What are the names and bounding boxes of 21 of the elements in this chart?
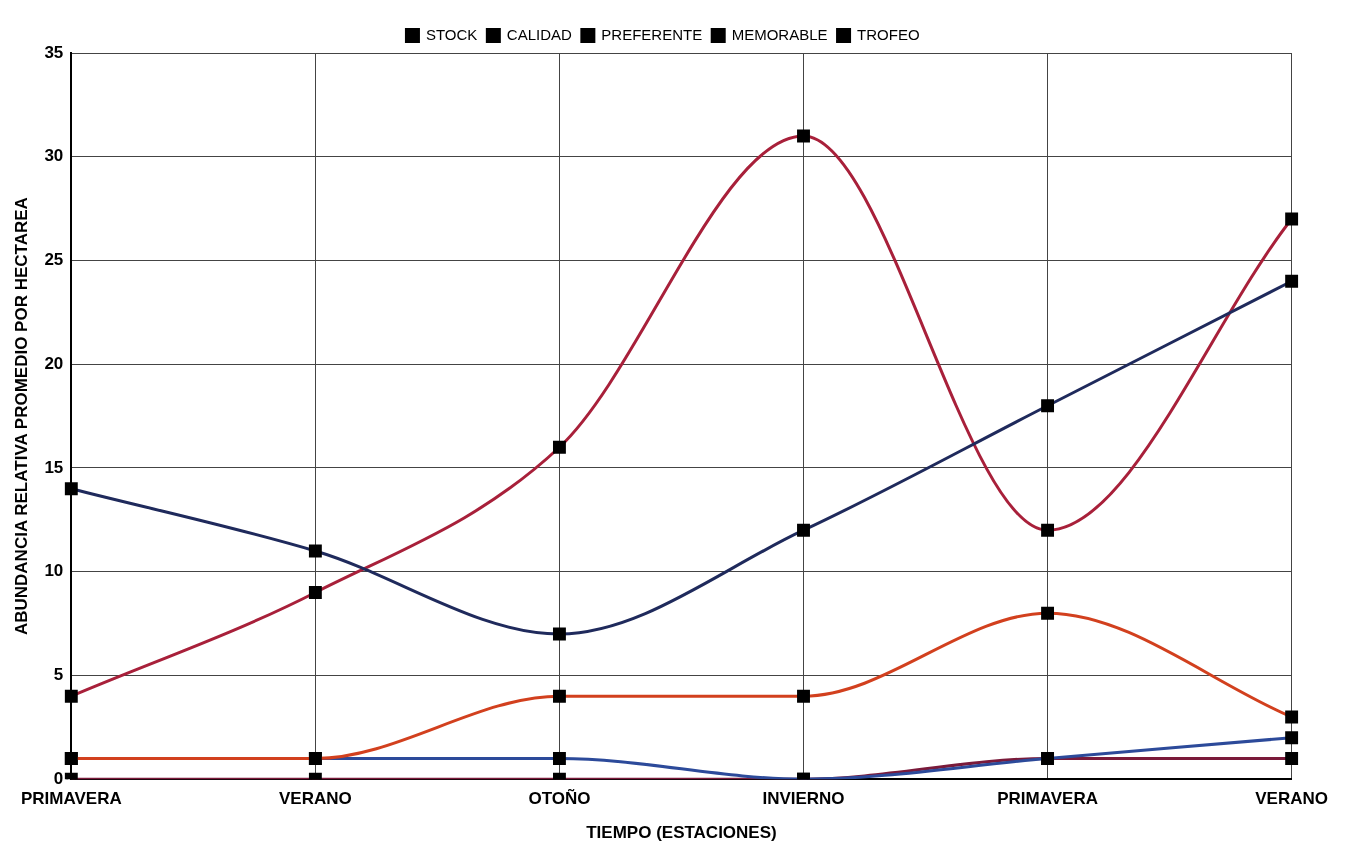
y-tick-label: 10 — [44, 561, 64, 581]
y-tick-label: 30 — [44, 146, 64, 166]
x-tick-label: VERANO — [1255, 789, 1328, 809]
x-tick-label: INVIERNO — [762, 789, 845, 809]
y-tick-label: 35 — [44, 42, 64, 62]
legend-label: TROFEO — [857, 25, 920, 43]
x-tick-label: OTOÑO — [528, 788, 591, 809]
y-axis-title: ABUNDANCIA RELATIVA PROMEDIO POR HECTAREA — [11, 197, 31, 636]
x-tick-label: VERANO — [279, 789, 352, 809]
legend-label: STOCK — [425, 25, 478, 43]
y-tick-label: 25 — [44, 250, 64, 270]
y-tick-label: 0 — [53, 768, 64, 788]
legend-label: CALIDAD — [506, 25, 573, 43]
y-tick-label: 5 — [53, 665, 64, 685]
x-axis-title: TIEMPO (ESTACIONES) — [586, 823, 777, 843]
legend-label: MEMORABLE — [731, 25, 828, 43]
x-tick-label: PRIMAVERA — [20, 789, 122, 809]
y-tick-label: 15 — [44, 457, 64, 477]
y-tick-label: 20 — [44, 353, 64, 373]
legend-label: PREFERENTE — [601, 25, 703, 43]
x-tick-label: PRIMAVERA — [997, 789, 1098, 809]
